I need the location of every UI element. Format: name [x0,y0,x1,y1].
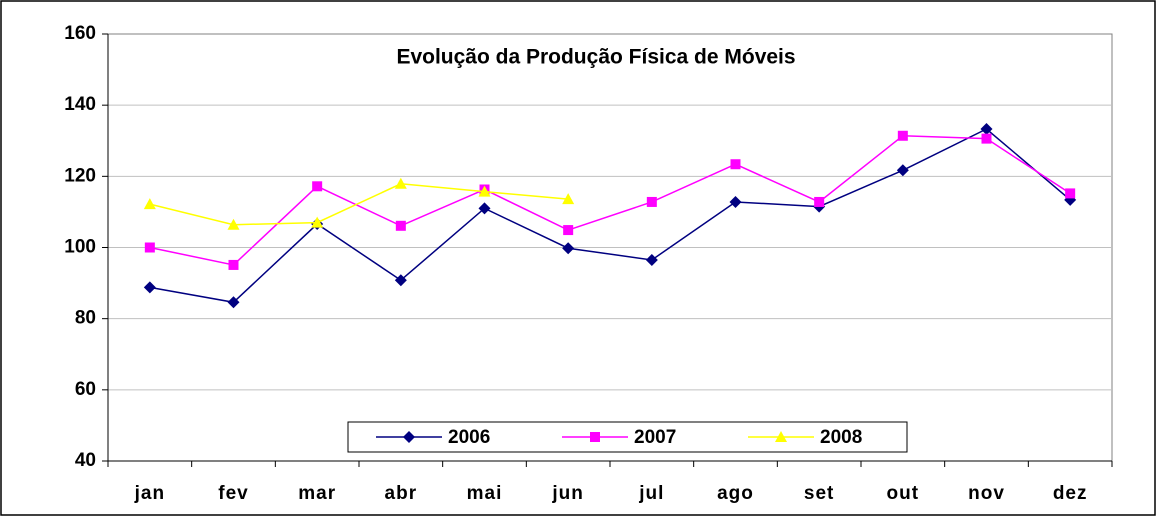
x-tick-label: jan [134,483,165,504]
series-line [149,183,569,226]
marker [562,242,575,255]
series-line [149,135,1071,266]
marker [562,193,575,205]
marker [143,198,156,210]
x-tick-label: mai [467,483,503,504]
marker [227,218,240,230]
marker [478,202,491,215]
marker [646,196,657,207]
marker [143,281,156,294]
marker [478,185,491,197]
marker [311,216,324,228]
x-tick-label: nov [968,483,1005,504]
x-tick-label: set [804,483,834,504]
marker [980,123,993,136]
marker [896,164,909,177]
x-tick-label: fev [218,483,248,504]
marker [312,181,323,192]
x-tick-label: abr [385,483,418,504]
chart-title: Evolução da Produção Física de Móveis [396,46,795,69]
marker [814,196,825,207]
y-tick-label: 60 [75,379,96,400]
marker [897,130,908,141]
marker [403,431,415,443]
x-tick-label: mar [298,483,336,504]
marker [729,195,742,208]
marker [981,133,992,144]
series-line [149,128,1071,304]
marker [227,296,240,309]
marker [228,259,239,270]
marker [590,432,600,442]
marker [395,220,406,231]
marker [645,253,658,266]
x-tick-label: dez [1053,483,1088,504]
legend-label: 2006 [448,427,490,448]
x-tick-label: jul [638,483,664,504]
marker [394,177,407,189]
marker [563,225,574,236]
marker [1065,188,1076,199]
marker [775,431,787,442]
x-tick-label: out [887,483,920,504]
y-tick-label: 80 [75,308,96,329]
y-tick-label: 120 [64,165,96,186]
y-tick-label: 100 [64,237,96,258]
legend-label: 2007 [634,427,676,448]
x-tick-label: jun [551,483,584,504]
marker [144,242,155,253]
y-tick-label: 140 [64,94,96,115]
y-tick-label: 160 [64,23,96,44]
marker [394,274,407,287]
x-tick-label: ago [717,483,754,504]
marker [730,159,741,170]
y-tick-label: 40 [75,450,96,471]
legend-label: 2008 [820,427,862,448]
